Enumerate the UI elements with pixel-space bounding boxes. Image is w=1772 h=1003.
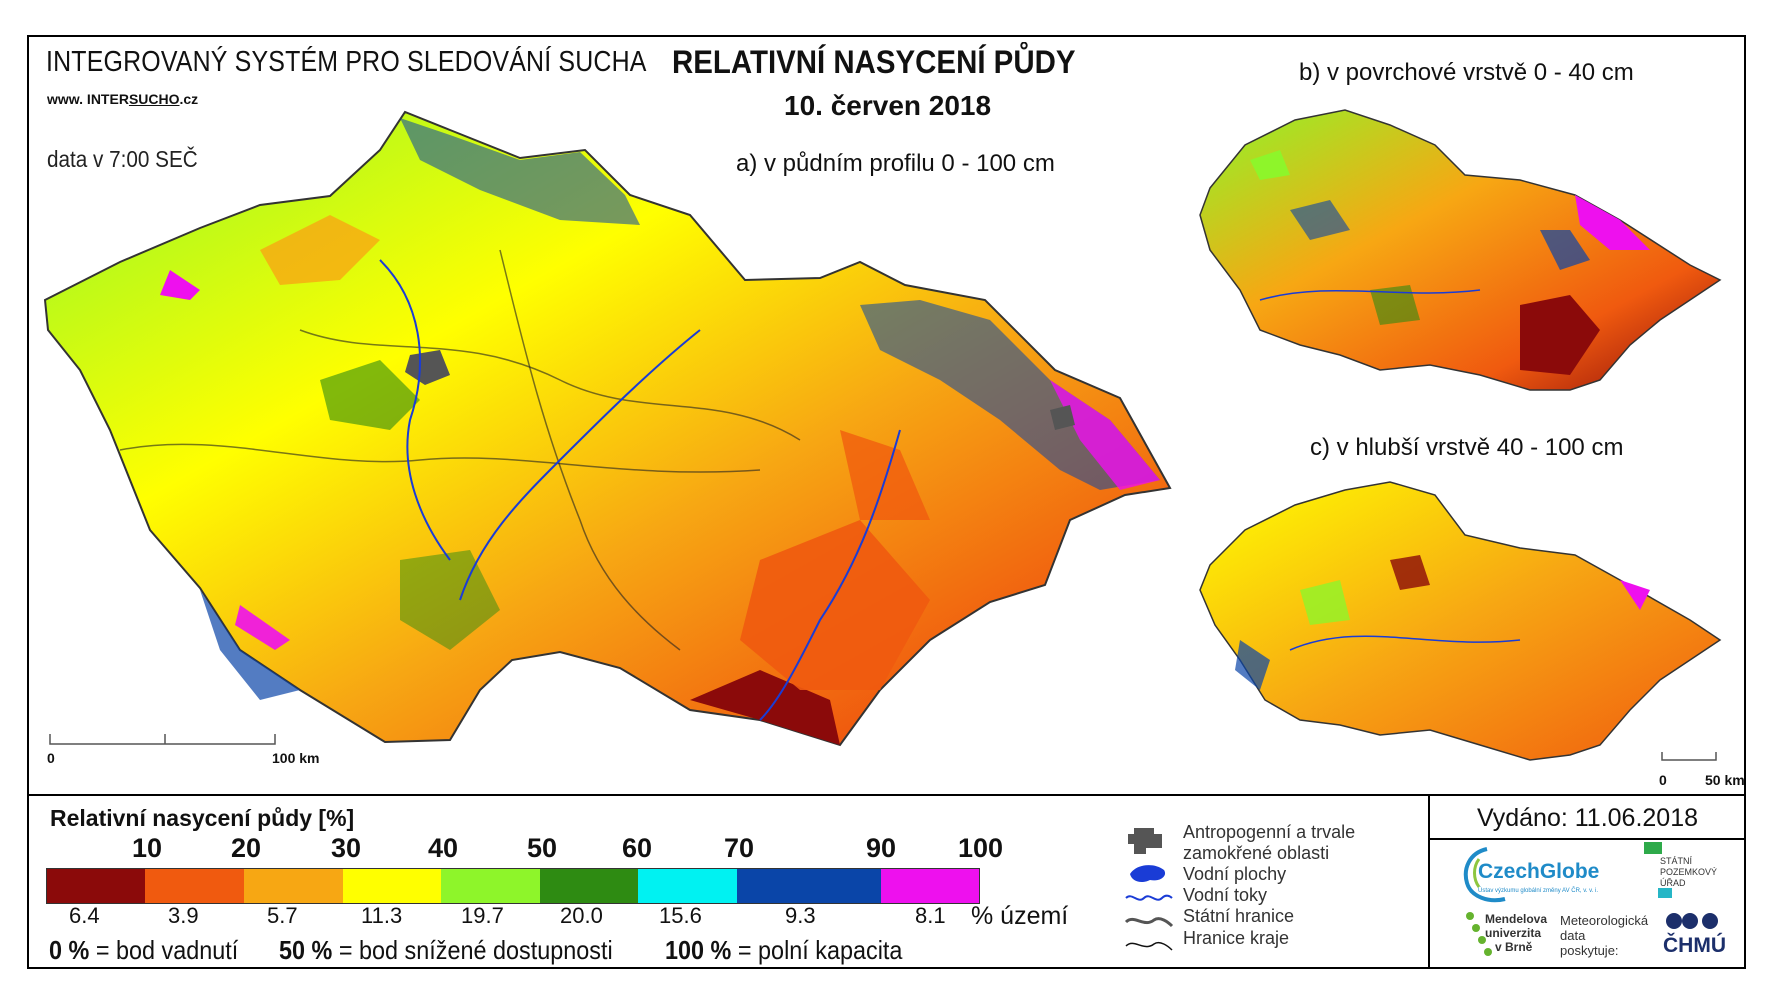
map-b-label: b) v povrchové vrstvě 0 - 40 cm <box>1299 59 1634 86</box>
legend-percent-6: 15.6 <box>659 903 702 928</box>
chmu-provider-line1: Meteorologická <box>1560 913 1649 928</box>
legend-rivers: Vodní toky <box>1183 885 1268 905</box>
main-title: RELATIVNÍ NASYCENÍ PŮDY <box>672 44 1076 80</box>
legend-tick-10: 10 <box>132 833 163 863</box>
chmu-provider-line3: poskytuje: <box>1560 943 1619 958</box>
legend-tick-90: 90 <box>866 833 897 863</box>
scale-small-end: 50 km <box>1705 772 1745 788</box>
website-link[interactable]: www. INTERSUCHO.cz <box>47 91 199 107</box>
anthropogenic-area-icon <box>1128 828 1162 854</box>
data-time: data v 7:00 SEČ <box>47 146 198 172</box>
legend-percent-1: 3.9 <box>168 903 199 928</box>
legend-anthropogenic-line1: Antropogenní a trvale <box>1183 822 1356 842</box>
czechglobe-logo-icon <box>1463 847 1506 903</box>
water-body-icon <box>1130 865 1166 882</box>
legend-percent-3: 11.3 <box>361 903 403 928</box>
legend-swatch-30-40 <box>343 869 441 903</box>
legend-percent-7: 9.3 <box>785 903 816 928</box>
chmu-logo-icon <box>1666 913 1718 929</box>
legend-water-bodies: Vodní plochy <box>1183 864 1287 884</box>
scale-bar-small <box>1661 752 1717 761</box>
scale-small-start: 0 <box>1659 772 1667 788</box>
legend-tick-30: 30 <box>331 833 362 863</box>
chmu-name: ČHMÚ <box>1663 934 1726 957</box>
legend-swatch-60-70 <box>638 869 737 903</box>
legend-divider <box>27 794 1746 796</box>
legend-title: Relativní nasycení půdy [%] <box>50 805 355 831</box>
spu-logo-icon <box>1644 842 1672 898</box>
legend-unit-label: % území <box>971 902 1069 930</box>
map-a-profile-0-100cm <box>43 110 1172 747</box>
river-icon <box>1125 894 1173 901</box>
legend-percent-4: 19.7 <box>461 903 504 928</box>
note-reduced-availability: 50 % = bod snížené dostupnosti <box>279 935 613 965</box>
legend-tick-40: 40 <box>428 833 459 863</box>
map-b-surface-0-40cm <box>1199 109 1722 391</box>
mendelu-logo-icon <box>1466 912 1492 956</box>
legend-tick-70: 70 <box>724 833 755 863</box>
footer-divider <box>1428 794 1430 969</box>
state-border-icon <box>1124 917 1174 928</box>
legend-swatch-70-90 <box>737 869 881 903</box>
mendelu-line2: univerzita <box>1485 926 1542 940</box>
scale-main-end: 100 km <box>272 750 320 766</box>
legend-tick-50: 50 <box>527 833 558 863</box>
note-field-capacity: 100 % = polní kapacita <box>665 935 903 965</box>
mendelu-line1: Mendelova <box>1485 912 1548 926</box>
legend-percent-2: 5.7 <box>267 903 298 928</box>
spu-line1: STÁTNÍ <box>1660 856 1693 866</box>
spu-line3: ÚŘAD <box>1660 878 1686 888</box>
map-a-label: a) v půdním profilu 0 - 100 cm <box>736 150 1055 177</box>
scale-main-start: 0 <box>47 750 55 766</box>
czechglobe-subtitle: Ústav výzkumu globální změny AV ČR, v. v… <box>1478 888 1599 894</box>
region-border-icon <box>1125 941 1173 951</box>
czechglobe-name: CzechGlobe <box>1478 860 1600 883</box>
legend-percent-0: 6.4 <box>69 903 100 928</box>
legend-swatch-10-20 <box>145 869 244 903</box>
legend-swatch-40-50 <box>441 869 540 903</box>
issued-date: Vydáno: 11.06.2018 <box>1477 804 1699 832</box>
mendelu-line3: v Brně <box>1495 940 1533 954</box>
map-date: 10. červen 2018 <box>784 90 992 121</box>
legend-tick-20: 20 <box>231 833 262 863</box>
legend-swatch-20-30 <box>244 869 343 903</box>
legend-region-border: Hranice kraje <box>1183 928 1290 948</box>
legend-color-bar <box>46 868 980 904</box>
map-c-deep-40-100cm <box>1199 481 1722 761</box>
legend-percent-5: 20.0 <box>560 903 603 928</box>
legend-swatch-0-10 <box>47 869 145 903</box>
legend-tick-100: 100 <box>958 833 1004 863</box>
legend-state-border: Státní hranice <box>1183 906 1295 926</box>
map-frame <box>27 35 1746 969</box>
map-c-label: c) v hlubší vrstvě 40 - 100 cm <box>1310 434 1624 461</box>
issued-divider <box>1428 838 1746 840</box>
legend-swatch-90-100 <box>881 869 979 903</box>
spu-line2: POZEMKOVÝ <box>1660 867 1718 877</box>
legend-tick-60: 60 <box>622 833 653 863</box>
symbol-legend-icons <box>1124 828 1174 951</box>
legend-percent-8: 8.1 <box>915 903 946 928</box>
scale-bar-main <box>49 734 276 745</box>
legend-swatch-50-60 <box>540 869 638 903</box>
chmu-provider-line2: data <box>1560 928 1586 943</box>
system-title: INTEGROVANÝ SYSTÉM PRO SLEDOVÁNÍ SUCHA <box>46 46 647 78</box>
note-wilting-point: 0 % = bod vadnutí <box>49 935 239 965</box>
legend-anthropogenic-line2: zamokřené oblasti <box>1183 843 1330 863</box>
